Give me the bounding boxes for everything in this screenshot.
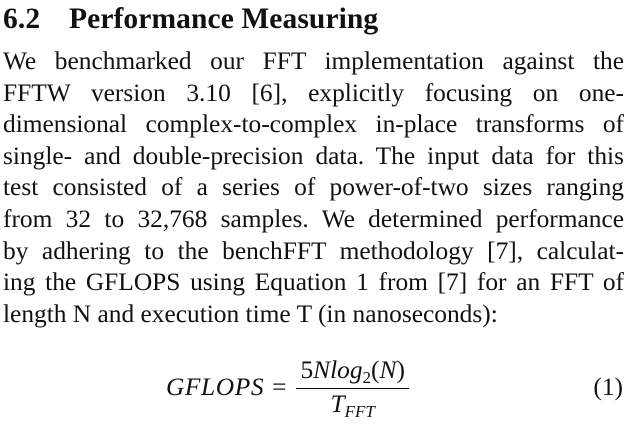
paragraph-line: dimensional complex-to-complex in-place … [3,110,624,139]
paragraph-line: ing the GFLOPS using Equation 1 from [7]… [3,268,624,297]
paragraph-line: We benchmarked our FFT implementation ag… [3,47,624,75]
equation-numerator: 5Nlog2(N) [300,355,405,387]
section-number: 6.2 [3,3,41,35]
equation-denominator: TFFT [330,389,375,421]
paragraph-line: length N and execution time T (in nanose… [3,299,498,328]
paragraph-line: FFTW version 3.10 [6], explicitly focusi… [3,78,624,107]
equation-number: (1) [593,373,623,401]
equation-lhs: GFLOPS [166,372,265,401]
gflops-equation: GFLOPS = 5Nlog2(N) TFFT (1) [0,352,631,422]
fraction-bar [296,387,409,389]
equation-fraction: 5Nlog2(N) TFFT [296,355,409,421]
paragraph-line: single- and double-precision data. The i… [3,141,624,170]
paragraph-line: from 32 to 32,768 samples. We determined… [3,204,624,233]
body-paragraph: We benchmarked our FFT implementation ag… [3,46,624,330]
paragraph-line: test consisted of a series of power-of-t… [3,173,624,202]
section-heading: 6.2 Performance Measuring [3,2,378,36]
equals-sign: = [272,372,287,401]
paragraph-line: by adhering to the benchFFT methodology … [3,236,624,265]
section-title: Performance Measuring [69,3,379,35]
equation-body: GFLOPS = 5Nlog2(N) TFFT [166,352,409,422]
